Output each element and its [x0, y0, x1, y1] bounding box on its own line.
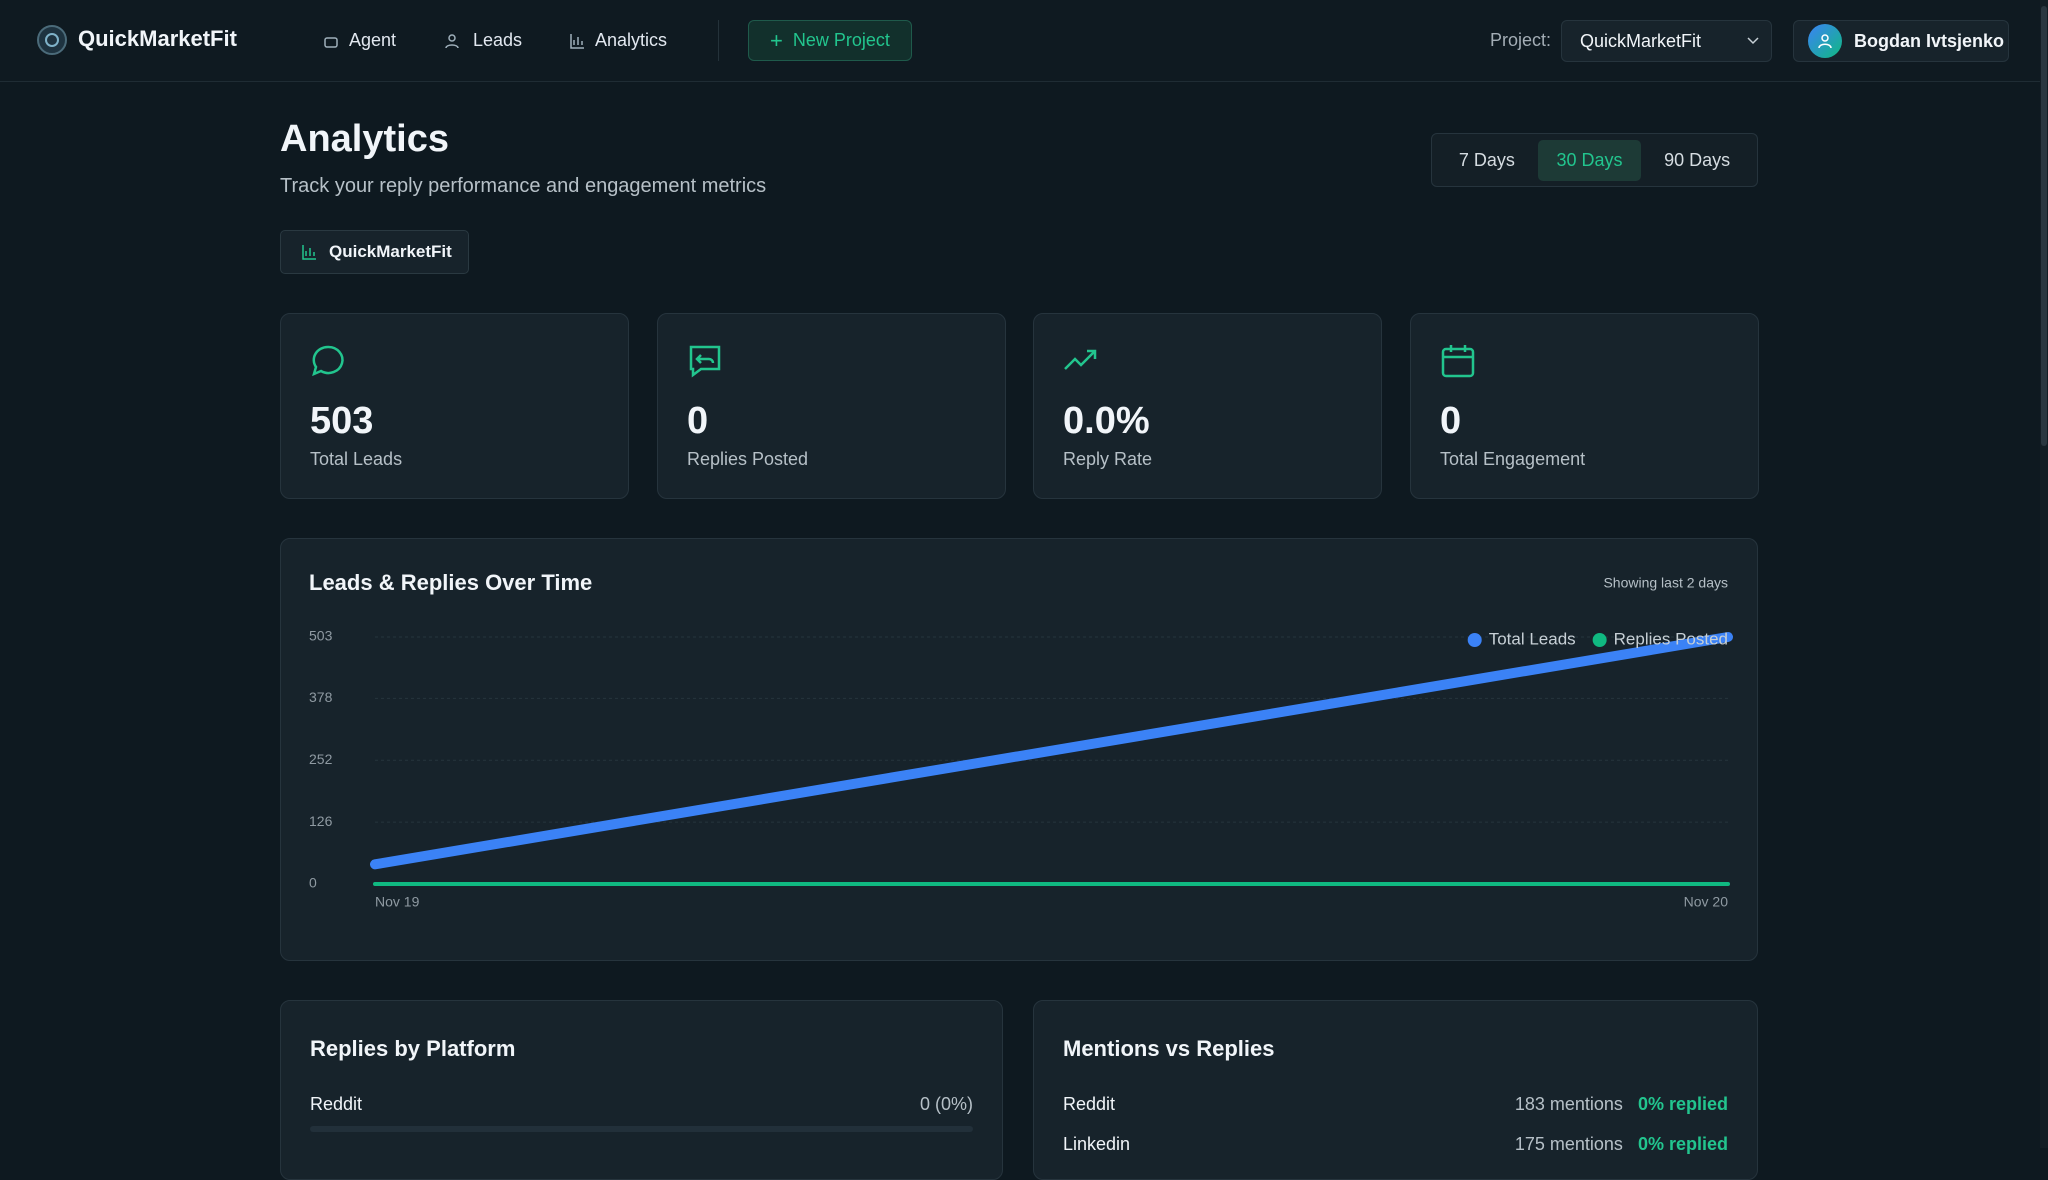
mention-row: Reddit 183 mentions 0% replied — [1063, 1094, 1728, 1115]
user-name: Bogdan Ivtsjenko — [1854, 30, 2005, 51]
icon — [570, 33, 584, 49]
stat-card: 503 Total Leads — [280, 313, 629, 499]
legend-label: Total Leads — [1489, 629, 1576, 648]
separator — [718, 20, 719, 61]
button-label: New Project — [792, 30, 890, 50]
nav-label: Analytics — [595, 30, 668, 50]
avatar — [1808, 24, 1842, 58]
y-tick-label: 378 — [309, 689, 333, 705]
icon — [445, 33, 459, 48]
legend-label: Replies Posted — [1614, 629, 1728, 648]
nav-label: Agent — [349, 30, 397, 50]
x-tick-label: Nov 20 — [1684, 894, 1729, 910]
range-tab[interactable]: 7 Days — [1458, 149, 1515, 170]
stat-value: 503 — [310, 400, 374, 442]
y-tick-label: 0 — [309, 875, 317, 891]
platform-row: Reddit 0 (0%) — [310, 1094, 973, 1115]
navbar: QuickMarketFit Agent Leads Analytics + Ne… — [0, 0, 2048, 82]
plus-icon: + — [770, 27, 783, 53]
stat-card: 0 Replies Posted — [657, 313, 1006, 499]
icon — [689, 345, 721, 378]
stat-label: Replies Posted — [687, 449, 809, 469]
platform: Linkedin — [1063, 1134, 1131, 1154]
platform: Reddit — [310, 1094, 363, 1114]
platform-value: 0 (0%) — [919, 1094, 973, 1114]
nav-leads[interactable]: Leads — [445, 30, 522, 51]
icon — [1064, 349, 1097, 370]
project-select[interactable]: QuickMarketFit — [1561, 20, 1772, 62]
stat-label: Total Engagement — [1440, 449, 1586, 469]
chip-label: QuickMarketFit — [329, 242, 452, 261]
page-subtitle: Track your reply performance and engagem… — [280, 175, 767, 197]
nav-agent[interactable]: Agent — [323, 30, 396, 51]
chart-subtitle: Showing last 2 days — [1603, 575, 1728, 591]
brand[interactable]: QuickMarketFit — [78, 26, 237, 51]
progress-track — [310, 1126, 973, 1132]
series-line — [370, 632, 1733, 870]
new-project-button[interactable]: + New Project — [748, 20, 912, 61]
icon — [302, 245, 316, 260]
legend-swatch — [1467, 633, 1482, 647]
range-tab[interactable]: 30 Days — [1538, 139, 1641, 181]
select-value: QuickMarketFit — [1580, 31, 1702, 51]
mentions: 175 mentions — [1514, 1134, 1623, 1154]
platform: Reddit — [1063, 1094, 1116, 1114]
icon — [312, 345, 344, 377]
chart-title: Leads & Replies Over Time — [309, 570, 592, 595]
range-tabs: 7 Days 30 Days 90 Days — [1431, 133, 1758, 187]
chart: Leads & Replies Over Time Showing last 2… — [309, 570, 1733, 910]
chevron — [1747, 37, 1759, 45]
mentions: 183 mentions — [1514, 1094, 1623, 1114]
project-label: Project: — [1490, 30, 1552, 50]
scrollbar — [2040, 0, 2048, 1148]
mentions-vs-replies-card: Mentions vs Replies Reddit 183 mentions 0… — [1033, 1000, 1758, 1180]
icon — [1441, 345, 1475, 378]
project-chip[interactable]: QuickMarketFit — [280, 230, 469, 274]
replied: 0% replied — [1637, 1094, 1728, 1114]
mention-row: Linkedin 175 mentions 0% replied — [1063, 1134, 1728, 1155]
stat-card: 0 Total Engagement — [1410, 313, 1759, 499]
replies-by-platform-card: Replies by Platform Reddit 0 (0%) — [280, 1000, 1003, 1180]
range-tab[interactable]: 90 Days — [1664, 149, 1731, 170]
icon — [324, 36, 338, 48]
scrollbar-thumb — [2041, 6, 2047, 446]
y-tick-label: 503 — [309, 628, 333, 644]
chart-card — [280, 538, 1758, 961]
y-tick-label: 252 — [309, 751, 333, 767]
stat-label: Total Leads — [310, 449, 403, 469]
logo — [37, 25, 67, 55]
stat-value: 0.0% — [1063, 400, 1150, 442]
stat-value: 0 — [1440, 400, 1462, 442]
page-title: Analytics — [280, 118, 449, 160]
user-menu[interactable]: Bogdan Ivtsjenko — [1793, 20, 2009, 62]
stat-value: 0 — [687, 400, 709, 442]
card-title: Replies by Platform — [310, 1036, 516, 1061]
card-title: Mentions vs Replies — [1063, 1036, 1275, 1061]
nav-label: Leads — [473, 30, 523, 50]
x-tick-label: Nov 19 — [375, 894, 420, 910]
replied: 0% replied — [1637, 1134, 1728, 1154]
icon — [1818, 34, 1832, 49]
stat-card: 0.0% Reply Rate — [1033, 313, 1382, 499]
stat-label: Reply Rate — [1063, 449, 1153, 469]
nav-analytics[interactable]: Analytics — [569, 30, 667, 51]
legend-swatch — [1592, 633, 1607, 647]
y-tick-label: 126 — [309, 813, 333, 829]
